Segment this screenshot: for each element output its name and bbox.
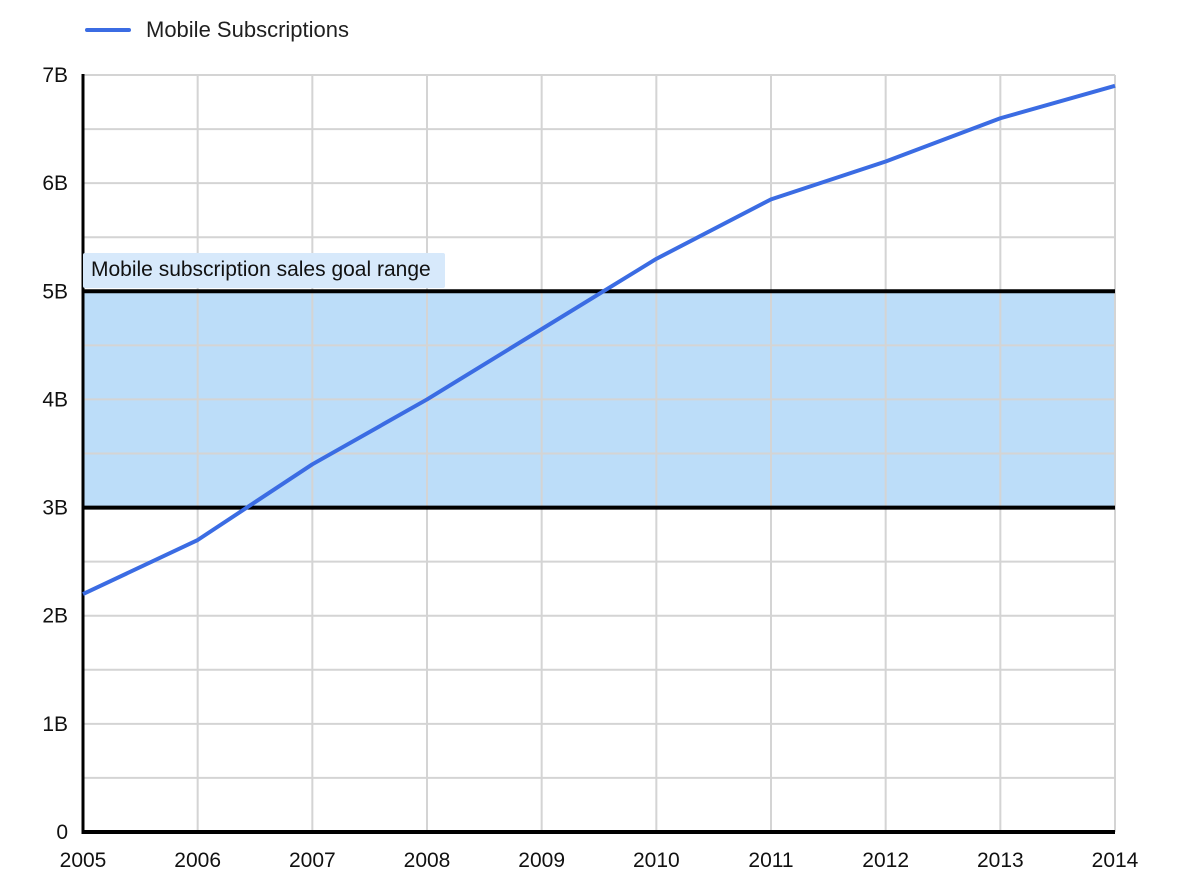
y-tick-label: 1B	[42, 713, 68, 736]
x-tick-label: 2013	[977, 849, 1024, 872]
x-tick-label: 2009	[518, 849, 565, 872]
x-tick-label: 2011	[748, 849, 793, 872]
series-line-mobile-subscriptions	[82, 83, 1116, 596]
y-tick-label: 7B	[42, 64, 68, 87]
y-tick-label: 4B	[42, 388, 68, 411]
y-tick-label: 2B	[42, 605, 68, 628]
x-tick-label: 2010	[633, 849, 680, 872]
legend-label: Mobile Subscriptions	[146, 17, 349, 42]
legend-line-swatch	[85, 28, 131, 32]
y-tick-label: 5B	[42, 280, 68, 303]
x-tick-label: 2008	[404, 849, 451, 872]
y-tick-label: 6B	[42, 172, 68, 195]
x-tick-label: 2006	[174, 849, 221, 872]
y-tick-label: 0	[56, 821, 68, 844]
x-tick-label: 2007	[289, 849, 336, 872]
legend: Mobile Subscriptions	[85, 16, 349, 44]
y-tick-label: 3B	[42, 497, 68, 520]
x-tick-label: 2014	[1092, 849, 1139, 872]
band-label: Mobile subscription sales goal range	[83, 253, 445, 289]
x-tick-label: 2012	[862, 849, 909, 872]
x-tick-label: 2005	[60, 849, 107, 872]
